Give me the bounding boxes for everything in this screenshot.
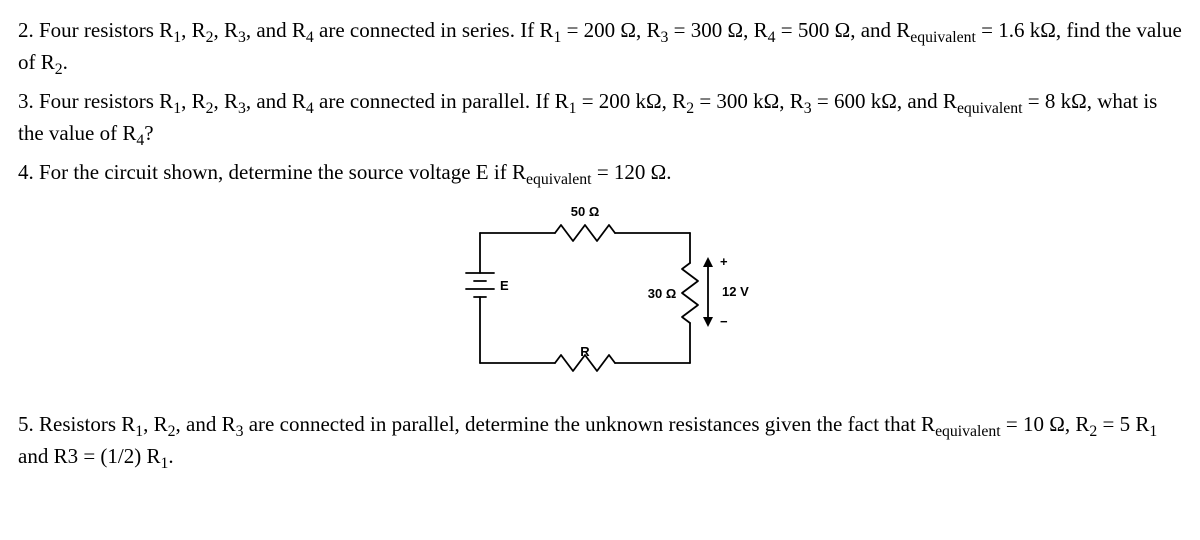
text: = 200 Ω, R [561,18,660,42]
text: 5. Resistors R [18,412,135,436]
text: and R3 = (1/2) R [18,444,161,468]
sub: equivalent [957,100,1023,117]
text: = 300 kΩ, R [694,89,804,113]
text: , R [181,89,206,113]
text: = 300 Ω, R [668,18,767,42]
sub: 1 [173,29,181,46]
text: 2. Four resistors R [18,18,173,42]
sub: equivalent [935,423,1001,440]
problem-4: 4. For the circuit shown, determine the … [18,158,1182,190]
sub: 4 [306,29,314,46]
sub: 4 [306,100,314,117]
label-50ohm: 50 Ω [571,204,600,219]
label-r: R [580,344,590,359]
text: 4. For the circuit shown, determine the … [18,160,526,184]
text: , and R [246,18,306,42]
text: = 200 kΩ, R [576,89,686,113]
text: = 5 R [1097,412,1149,436]
sub: equivalent [910,29,976,46]
sub: 3 [238,100,246,117]
text: = 500 Ω, and R [776,18,911,42]
text: are connected in parallel. If R [314,89,569,113]
sub: 3 [804,100,812,117]
sub: 2 [55,62,63,79]
problem-2: 2. Four resistors R1, R2, R3, and R4 are… [18,16,1182,81]
text: 3. Four resistors R [18,89,173,113]
text: , R [143,412,168,436]
text: = 600 kΩ, and R [812,89,957,113]
text: ? [144,121,153,145]
text: . [63,50,68,74]
label-plus: + [720,254,728,269]
label-12v: 12 V [722,284,749,299]
problem-5: 5. Resistors R1, R2, and R3 are connecte… [18,410,1182,475]
circuit-svg: 50 Ω R 30 Ω E + − 12 V [430,198,770,388]
sub: 3 [238,29,246,46]
sub: 1 [173,100,181,117]
text: . [168,444,173,468]
sub: 2 [686,100,694,117]
sub: 1 [135,423,143,440]
label-source-e: E [500,278,509,293]
sub: 2 [168,423,176,440]
text: = 10 Ω, R [1001,412,1090,436]
problem-3: 3. Four resistors R1, R2, R3, and R4 are… [18,87,1182,152]
text: , R [213,18,238,42]
text: are connected in parallel, determine the… [243,412,935,436]
text: , R [181,18,206,42]
label-30ohm: 30 Ω [648,286,677,301]
text: = 120 Ω. [592,160,672,184]
text: , and R [176,412,236,436]
text: , R [213,89,238,113]
label-minus: − [720,314,728,329]
text: , and R [246,89,306,113]
sub: equivalent [526,171,592,188]
circuit-diagram: 50 Ω R 30 Ω E + − 12 V [18,198,1182,395]
text: are connected in series. If R [314,18,554,42]
sub: 4 [768,29,776,46]
sub: 1 [1149,423,1157,440]
